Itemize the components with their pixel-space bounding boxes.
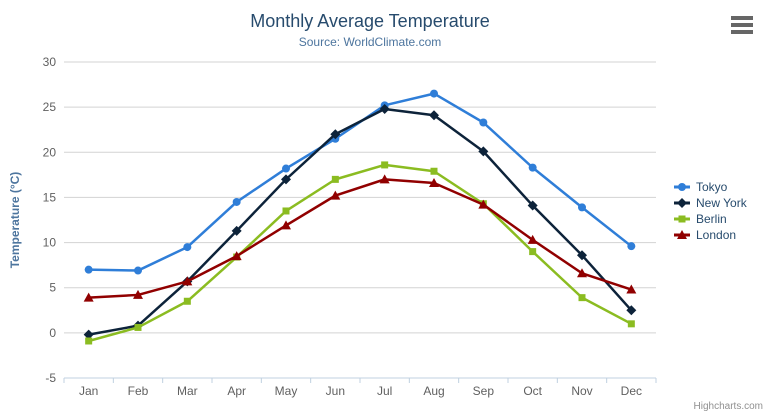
legend-item-london[interactable]: London (673, 227, 747, 243)
hamburger-icon (731, 16, 753, 20)
x-axis-label: Dec (621, 384, 642, 398)
data-point[interactable] (381, 161, 389, 169)
data-point[interactable] (677, 198, 687, 208)
y-axis-tick-label: -5 (45, 371, 56, 385)
data-point[interactable] (331, 175, 339, 183)
y-axis-tick-label: 0 (49, 326, 56, 340)
data-point[interactable] (282, 207, 290, 215)
data-point[interactable] (84, 265, 93, 274)
x-axis-label: Jul (377, 384, 392, 398)
data-point[interactable] (678, 215, 686, 223)
series-tokyo[interactable] (84, 89, 636, 275)
legend-label: Berlin (696, 212, 727, 226)
data-point[interactable] (430, 167, 438, 175)
data-point[interactable] (430, 89, 438, 98)
data-point[interactable] (479, 118, 488, 127)
data-point[interactable] (330, 190, 341, 200)
x-axis-label: Jun (326, 384, 345, 398)
data-point[interactable] (232, 197, 241, 206)
series-line[interactable] (87, 178, 633, 299)
y-axis-title: Temperature (°C) (8, 171, 22, 269)
data-point[interactable] (527, 200, 538, 211)
data-point[interactable] (627, 242, 636, 251)
data-point[interactable] (231, 251, 242, 261)
data-point[interactable] (528, 163, 537, 172)
square-series-marker-icon (674, 215, 690, 223)
data-point[interactable] (578, 203, 586, 212)
data-point[interactable] (529, 248, 537, 256)
legend-item-berlin[interactable]: Berlin (673, 211, 747, 227)
series-line[interactable] (87, 163, 633, 343)
data-point[interactable] (134, 323, 142, 331)
y-axis-tick-label: 5 (49, 281, 56, 295)
y-axis-tick-label: 20 (43, 145, 57, 159)
export-menu-button[interactable] (731, 16, 755, 34)
series-line[interactable] (87, 107, 633, 336)
x-axis-label: Feb (128, 384, 149, 398)
data-point[interactable] (527, 234, 538, 244)
data-point[interactable] (183, 297, 191, 305)
x-axis-label: May (275, 384, 298, 398)
data-point[interactable] (134, 266, 142, 275)
x-axis-label: Apr (227, 384, 246, 398)
data-point[interactable] (626, 284, 637, 294)
series-london[interactable] (83, 174, 637, 302)
x-axis-label: Aug (423, 384, 444, 398)
data-point[interactable] (83, 292, 94, 302)
y-axis-tick-label: 10 (43, 236, 57, 250)
x-axis-label: Oct (523, 384, 542, 398)
data-point[interactable] (379, 103, 390, 114)
data-point[interactable] (281, 220, 291, 230)
y-axis-tick-label: 15 (43, 190, 57, 204)
data-point[interactable] (282, 164, 290, 173)
x-axis-label: Sep (473, 384, 495, 398)
data-point[interactable] (330, 129, 341, 140)
hamburger-icon (731, 30, 753, 34)
series-new-york[interactable] (83, 103, 637, 340)
y-axis-tick-label: 30 (43, 55, 57, 69)
chart-title: Monthly Average Temperature (250, 11, 490, 31)
credits-link[interactable]: Highcharts.com (693, 401, 763, 412)
data-point[interactable] (678, 183, 686, 191)
data-point[interactable] (478, 199, 489, 209)
data-point[interactable] (429, 177, 439, 187)
legend-label: New York (696, 196, 747, 210)
data-point[interactable] (231, 225, 242, 236)
hamburger-icon (731, 23, 753, 27)
legend-label: London (696, 228, 737, 242)
chart-subtitle: Source: WorldClimate.com (298, 35, 442, 49)
x-axis-label: Nov (571, 384, 592, 398)
legend-label: Tokyo (696, 180, 728, 194)
data-point[interactable] (183, 243, 192, 252)
data-point[interactable] (577, 268, 587, 278)
legend-item-tokyo[interactable]: Tokyo (673, 179, 747, 195)
data-point[interactable] (281, 174, 291, 185)
data-point[interactable] (577, 250, 587, 261)
data-point[interactable] (478, 146, 489, 157)
data-point[interactable] (83, 329, 94, 340)
y-axis-tick-label: 25 (43, 100, 57, 114)
triangle-series-marker-icon (674, 230, 690, 239)
x-axis-label: Jan (79, 384, 98, 398)
diamond-series-marker-icon (674, 198, 690, 208)
data-point[interactable] (429, 110, 439, 121)
data-point[interactable] (85, 337, 93, 345)
circle-series-marker-icon (674, 183, 690, 191)
x-axis-label: Mar (177, 384, 198, 398)
legend: Tokyo New York Berlin London (673, 179, 747, 243)
data-point[interactable] (133, 289, 143, 299)
data-point[interactable] (182, 276, 193, 286)
data-point[interactable] (578, 294, 586, 302)
data-point[interactable] (627, 320, 635, 328)
data-point[interactable] (677, 230, 687, 239)
data-point[interactable] (379, 174, 390, 184)
legend-item-new-york[interactable]: New York (673, 195, 747, 211)
data-point[interactable] (626, 305, 637, 316)
series-line[interactable] (87, 92, 633, 272)
